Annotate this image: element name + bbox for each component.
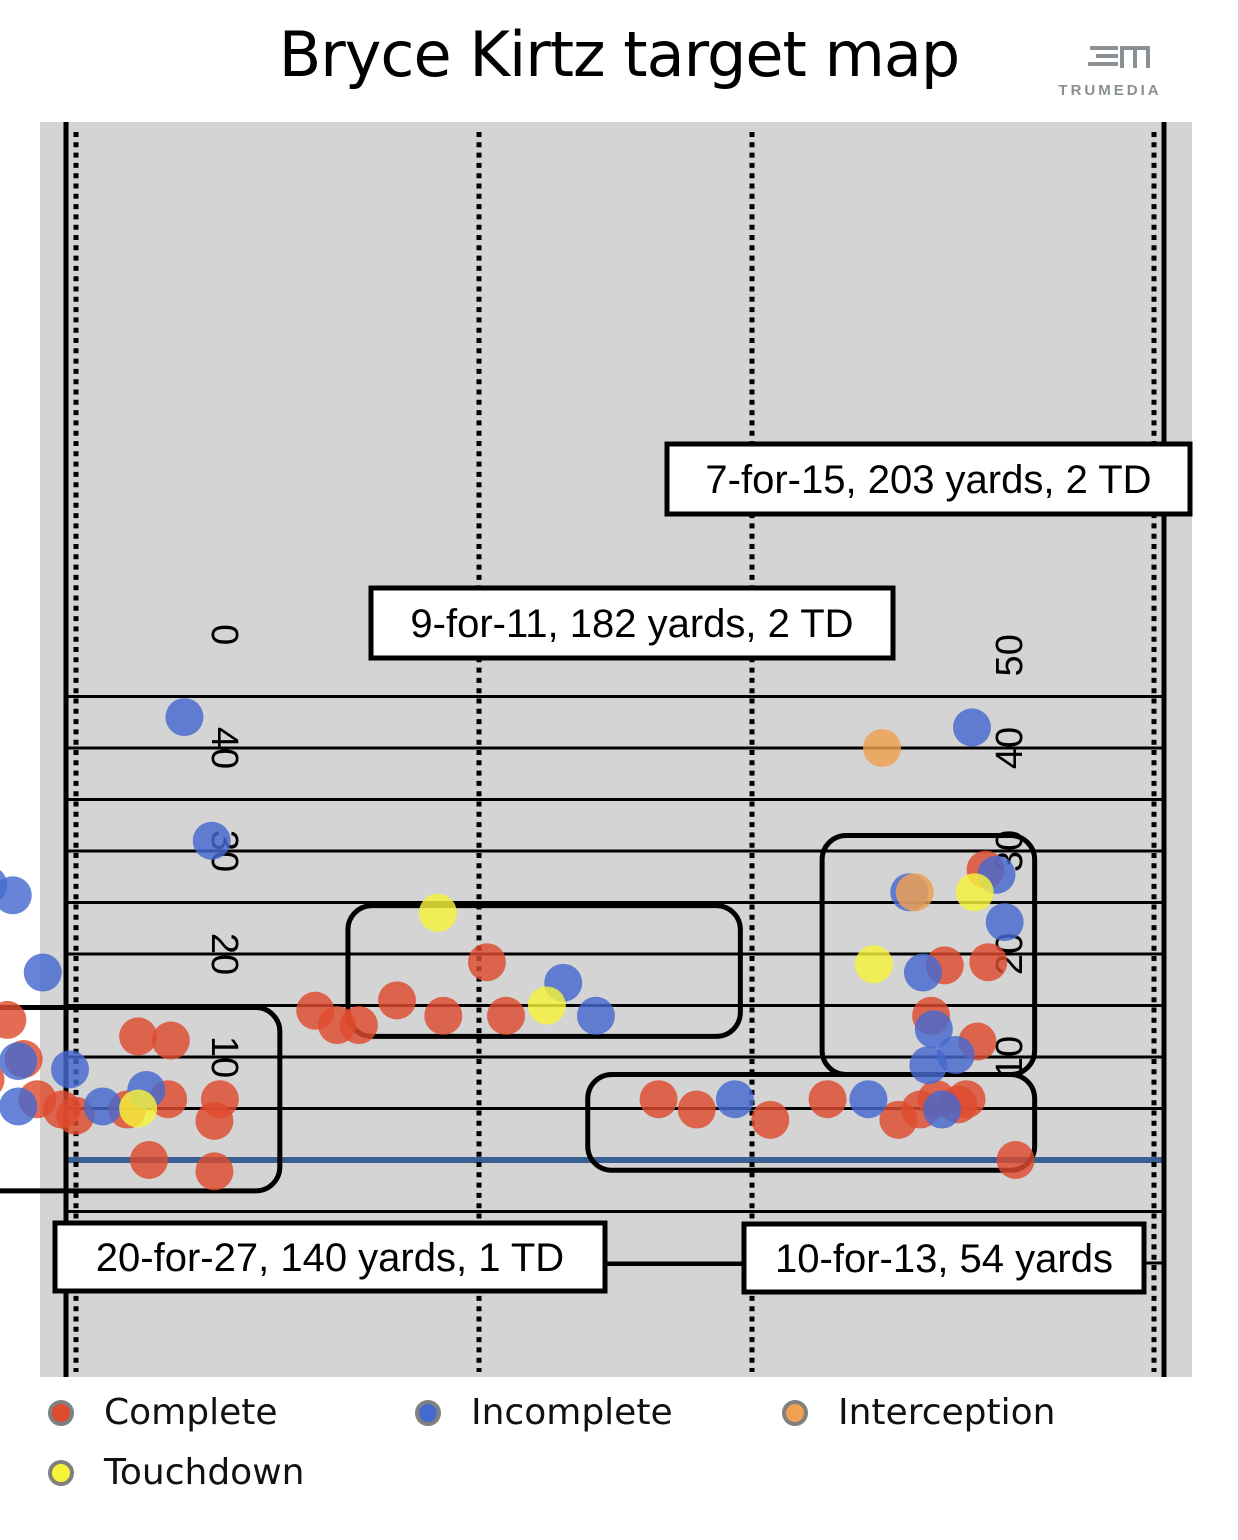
legend-label-complete: Complete: [104, 1392, 278, 1433]
zone-label-text: 9-for-11, 182 yards, 2 TD: [410, 602, 853, 646]
zone-label-box: [664, 441, 1193, 517]
incomplete-point: [923, 1090, 961, 1129]
complete-point: [808, 1080, 847, 1119]
incomplete-point: [903, 953, 942, 992]
complete-point: [467, 943, 506, 982]
incomplete-point: [849, 1080, 888, 1119]
trumedia-logo-icon: [1088, 46, 1150, 68]
complete-point: [195, 1101, 234, 1140]
zone-box: [345, 903, 743, 1039]
complete-point: [0, 1000, 27, 1039]
incomplete-swatch-icon: [415, 1399, 441, 1426]
complete-point: [969, 943, 1008, 982]
yard-number-left: 0: [203, 624, 245, 645]
incomplete-point: [83, 1087, 122, 1126]
interception-point: [863, 729, 902, 767]
incomplete-point: [914, 1010, 953, 1049]
zone-box: [585, 1072, 1038, 1173]
zone-label-text: 7-for-15, 203 yards, 2 TD: [705, 458, 1151, 502]
yard-number-left: 10: [203, 1036, 245, 1078]
complete-point: [378, 981, 416, 1020]
legend-label-incomplete: Incomplete: [471, 1392, 673, 1433]
legend-label-touchdown: Touchdown: [104, 1452, 305, 1493]
complete-point: [751, 1100, 790, 1139]
incomplete-point: [0, 1042, 38, 1081]
complete-point: [339, 1006, 378, 1045]
legend-incomplete: Incomplete: [415, 1392, 673, 1433]
touchdown-point: [854, 945, 893, 984]
complete-point: [0, 1067, 5, 1092]
incomplete-point: [23, 953, 62, 992]
complete-point: [130, 1141, 169, 1179]
yard-number-right: 40: [989, 727, 1031, 769]
zone-label-box: [368, 585, 896, 661]
incomplete-point: [0, 876, 32, 915]
touchdown-swatch-icon: [48, 1459, 74, 1486]
zone-labels: 20-for-27, 140 yards, 1 TD 9-for-11, 182 …: [52, 441, 1193, 1295]
legend-label-interception: Interception: [838, 1392, 1056, 1433]
zone-label-text: 10-for-13, 54 yards: [775, 1237, 1113, 1281]
complete-point: [119, 1017, 158, 1056]
complete-point: [195, 1152, 234, 1191]
interception-point: [895, 873, 934, 912]
incomplete-point: [165, 698, 204, 737]
touchdown-point: [527, 986, 566, 1025]
brand-logo-text: TRUMEDIA: [1058, 82, 1162, 99]
incomplete-point: [0, 1087, 38, 1126]
touchdown-point: [955, 873, 994, 912]
incomplete-point: [952, 708, 991, 747]
legend-touchdown: Touchdown: [48, 1452, 304, 1493]
zone-boxes: [0, 833, 1038, 1194]
chart-title: Bryce Kirtz target map: [278, 18, 961, 91]
zone-label-text: 20-for-27, 140 yards, 1 TD: [96, 1236, 564, 1280]
zone-label-box: [741, 1221, 1147, 1295]
incomplete-point: [192, 821, 231, 860]
complete-point: [639, 1080, 678, 1119]
incomplete-point: [51, 1050, 89, 1089]
incomplete-point: [985, 903, 1024, 942]
touchdown-point: [418, 893, 457, 932]
complete-point: [996, 1141, 1035, 1179]
incomplete-point: [909, 1046, 948, 1085]
complete-swatch-icon: [48, 1399, 74, 1426]
incomplete-point: [715, 1080, 754, 1119]
interception-swatch-icon: [782, 1399, 808, 1426]
complete-point: [151, 1021, 190, 1060]
touchdown-point: [119, 1089, 158, 1128]
zone-box: [0, 1005, 283, 1194]
complete-point: [424, 996, 463, 1035]
target-points: [0, 698, 1035, 1191]
yard-number-right: 50: [989, 634, 1031, 676]
legend-interception: Interception: [782, 1392, 1055, 1433]
yard-number-left: 20: [203, 933, 245, 975]
legend-complete: Complete: [48, 1392, 278, 1433]
zone-label-box: [52, 1220, 608, 1294]
complete-point: [677, 1090, 716, 1129]
complete-point: [487, 996, 525, 1035]
yard-number-left: 40: [203, 727, 245, 769]
incomplete-point: [576, 996, 615, 1035]
